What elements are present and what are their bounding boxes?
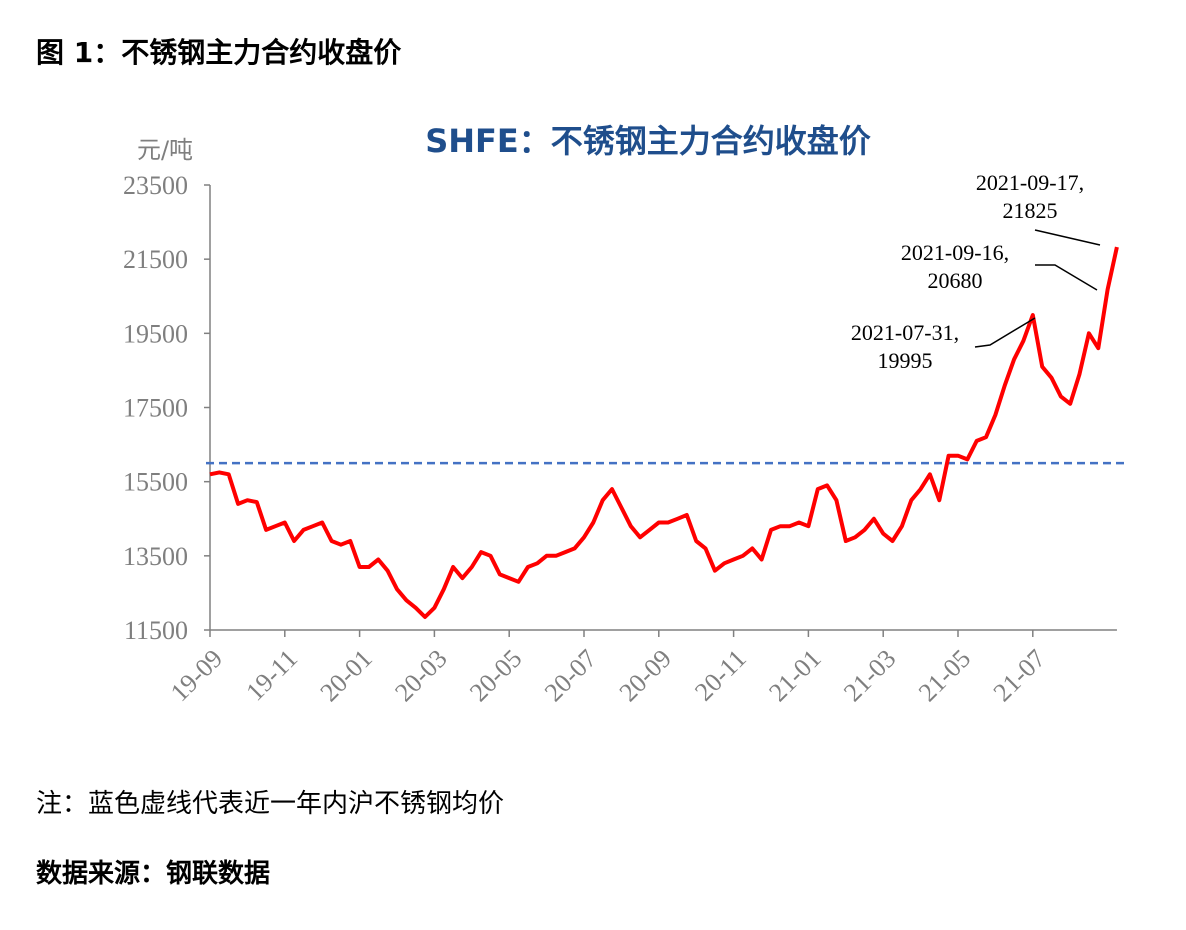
annotation-leader <box>974 317 1036 348</box>
chart-title: SHFE：不锈钢主力合约收盘价 <box>425 122 871 160</box>
y-tick-label: 11500 <box>124 616 188 645</box>
y-tick-label: 23500 <box>123 171 188 200</box>
note: 注：蓝色虚线代表近一年内沪不锈钢均价 <box>36 789 504 819</box>
annotation: 19995 <box>878 348 933 373</box>
annotation: 2021-09-16, <box>901 240 1009 265</box>
price-line <box>209 246 1119 619</box>
y-tick-label: 15500 <box>123 468 188 497</box>
annotation: 2021-07-31, <box>851 320 959 345</box>
y-tick-label: 13500 <box>123 542 188 571</box>
x-tick-label: 20-09 <box>614 644 677 707</box>
x-tick-label: 20-03 <box>389 644 452 707</box>
annotation-leader <box>1035 264 1098 291</box>
page-title: 图 1：不锈钢主力合约收盘价 <box>36 36 402 69</box>
x-tick-label: 20-07 <box>539 644 602 707</box>
x-tick-label: 20-11 <box>689 644 752 707</box>
annotation-leader <box>1034 229 1101 246</box>
x-tick-label: 19-09 <box>165 644 228 707</box>
y-unit: 元/吨 <box>137 136 193 164</box>
y-tick-label: 21500 <box>123 245 188 274</box>
annotation: 2021-09-17, <box>976 170 1084 195</box>
y-tick-label: 17500 <box>123 394 188 423</box>
x-tick-label: 21-03 <box>838 644 901 707</box>
x-tick-label: 20-05 <box>464 644 527 707</box>
annotation: 20680 <box>928 268 983 293</box>
source: 数据来源：钢联数据 <box>36 859 270 889</box>
x-tick-label: 21-01 <box>763 644 826 707</box>
x-tick-label: 20-01 <box>314 644 377 707</box>
y-tick-label: 19500 <box>123 319 188 348</box>
annotation: 21825 <box>1003 198 1058 223</box>
x-tick-label: 21-07 <box>988 644 1051 707</box>
x-tick-label: 19-11 <box>240 644 303 707</box>
x-tick-label: 21-05 <box>913 644 976 707</box>
